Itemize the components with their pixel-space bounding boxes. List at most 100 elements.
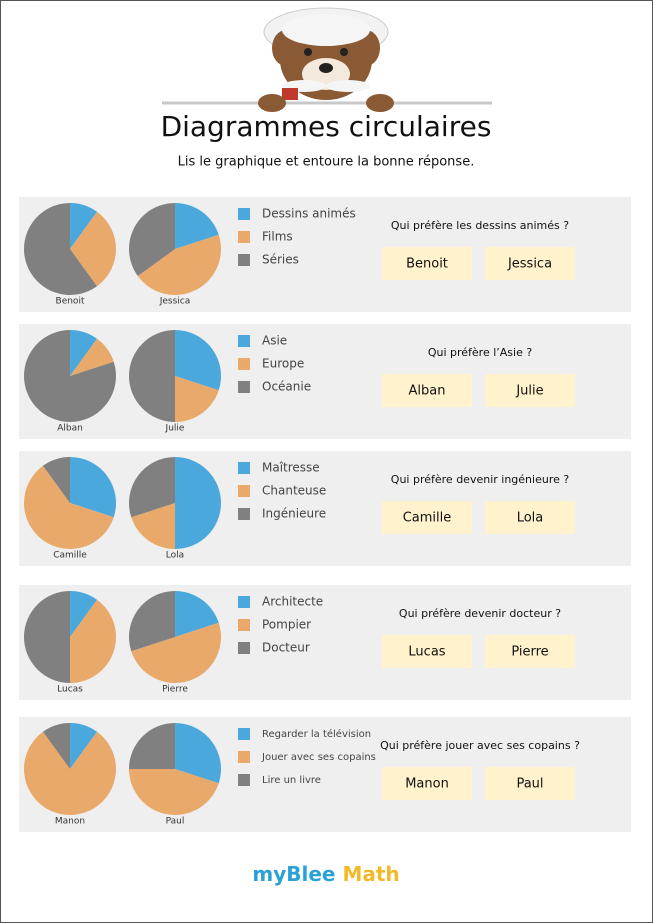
answer-box	[485, 635, 575, 668]
legend-swatch	[238, 642, 250, 654]
legend-swatch	[238, 335, 250, 347]
legend-label: Docteur	[262, 641, 310, 655]
mascot	[162, 7, 492, 112]
pie-label: Lola	[166, 551, 184, 561]
answer-label: Pierre	[511, 645, 548, 660]
question: Qui préfère devenir ingénieure ?	[391, 473, 570, 486]
answer-label: Alban	[409, 384, 446, 399]
pie-slice	[129, 591, 175, 652]
pie-slice	[24, 591, 70, 683]
answer-label: Lucas	[408, 645, 445, 660]
pie-slice	[129, 203, 175, 277]
question: Qui préfère jouer avec ses copains ?	[380, 739, 580, 752]
pie-slice	[137, 234, 221, 295]
legend-label: Séries	[262, 253, 299, 267]
answer-label: Paul	[516, 777, 543, 792]
answer-box	[382, 501, 472, 534]
pie-slice	[175, 723, 221, 784]
pie-slice	[24, 465, 114, 549]
answer-label: Jessica	[507, 257, 552, 272]
legend-label: Chanteuse	[262, 484, 326, 498]
answer-label: Camille	[403, 511, 452, 526]
legend-label: Lire un livre	[262, 775, 321, 786]
pie-slice	[70, 723, 98, 769]
answer-box	[382, 767, 472, 800]
pie-slice	[24, 731, 117, 816]
legend-swatch	[238, 596, 250, 608]
instruction: Lis le graphique et entoure la bonne rép…	[178, 155, 475, 170]
logo-subject: Math	[342, 862, 399, 886]
legend-label: Jouer avec ses copains	[261, 752, 376, 763]
legend-swatch	[238, 728, 250, 740]
pie-slice	[70, 330, 98, 376]
pie-slice	[42, 457, 70, 503]
pie-slice	[175, 591, 219, 637]
pie-slice	[175, 457, 221, 549]
exercise-panel: Camille Lola Maîtresse Chanteuse Ingénieure Q…	[19, 451, 631, 566]
pie-slice	[131, 503, 175, 549]
pie-slice	[70, 211, 117, 287]
pie-label: Jessica	[159, 297, 191, 307]
answer-box	[382, 247, 472, 280]
legend-swatch	[238, 381, 250, 393]
legend-label: Films	[262, 230, 293, 244]
question: Qui préfère devenir docteur ?	[399, 607, 561, 620]
logo-brand: myBlee	[252, 862, 335, 886]
pie-label: Julie	[165, 424, 185, 434]
answer-label: Manon	[405, 777, 449, 792]
pie-slice	[24, 330, 117, 422]
answer-box	[382, 635, 472, 668]
legend-label: Asie	[262, 334, 287, 348]
legend-swatch	[238, 508, 250, 520]
answer-box	[382, 374, 472, 407]
legend-label: Architecte	[262, 595, 323, 609]
legend-swatch	[238, 619, 250, 631]
answer-box	[485, 247, 575, 280]
answer-box	[485, 501, 575, 534]
pie-slice	[175, 376, 219, 422]
pie-slice	[129, 769, 219, 815]
legend-label: Ingénieure	[262, 507, 326, 521]
exercise-panel: Alban Julie Asie Europe Océanie Qui préfère l…	[19, 324, 631, 439]
legend-label: Océanie	[262, 380, 311, 394]
answer-box	[485, 767, 575, 800]
pie-slice	[175, 330, 221, 391]
legend-swatch	[238, 208, 250, 220]
legend-swatch	[238, 462, 250, 474]
legend-swatch	[238, 485, 250, 497]
question: Qui préfère les dessins animés ?	[391, 219, 569, 232]
pie-label: Paul	[166, 817, 185, 827]
legend-swatch	[238, 751, 250, 763]
legend-swatch	[238, 774, 250, 786]
pie-slice	[129, 723, 175, 769]
title: Diagrammes circulaires	[161, 110, 492, 143]
exercise-panel: Manon Paul Regarder la télévision Jouer ave…	[19, 717, 631, 832]
answer-label: Lola	[517, 511, 544, 526]
pie-label: Manon	[55, 817, 85, 827]
legend-label: Pompier	[262, 618, 311, 632]
pie-slice	[42, 723, 70, 769]
pie-label: Pierre	[162, 685, 188, 695]
pie-label: Alban	[57, 424, 83, 434]
exercise-panel: Benoit Jessica Dessins animés Films Séries Qu…	[19, 197, 631, 312]
pie-slice	[131, 622, 221, 683]
pie-slice	[70, 203, 98, 249]
pie-slice	[129, 330, 175, 422]
legend-label: Europe	[262, 357, 304, 371]
pie-slice	[70, 338, 114, 376]
pie-label: Camille	[53, 551, 87, 561]
legend-swatch	[238, 358, 250, 370]
pie-slice	[24, 203, 98, 295]
legend-swatch	[238, 254, 250, 266]
legend-label: Maîtresse	[262, 461, 320, 475]
question: Qui préfère l’Asie ?	[428, 346, 533, 359]
pie-slice	[70, 599, 116, 683]
legend-label: Dessins animés	[262, 207, 356, 221]
pie-label: Lucas	[57, 685, 83, 695]
legend-swatch	[238, 231, 250, 243]
answer-box	[485, 374, 575, 407]
exercise-panel: Lucas Pierre Architecte Pompier Docteur Qui p…	[19, 585, 631, 700]
pie-slice	[129, 457, 175, 518]
pie-slice	[70, 591, 98, 637]
answer-label: Benoit	[406, 257, 448, 272]
